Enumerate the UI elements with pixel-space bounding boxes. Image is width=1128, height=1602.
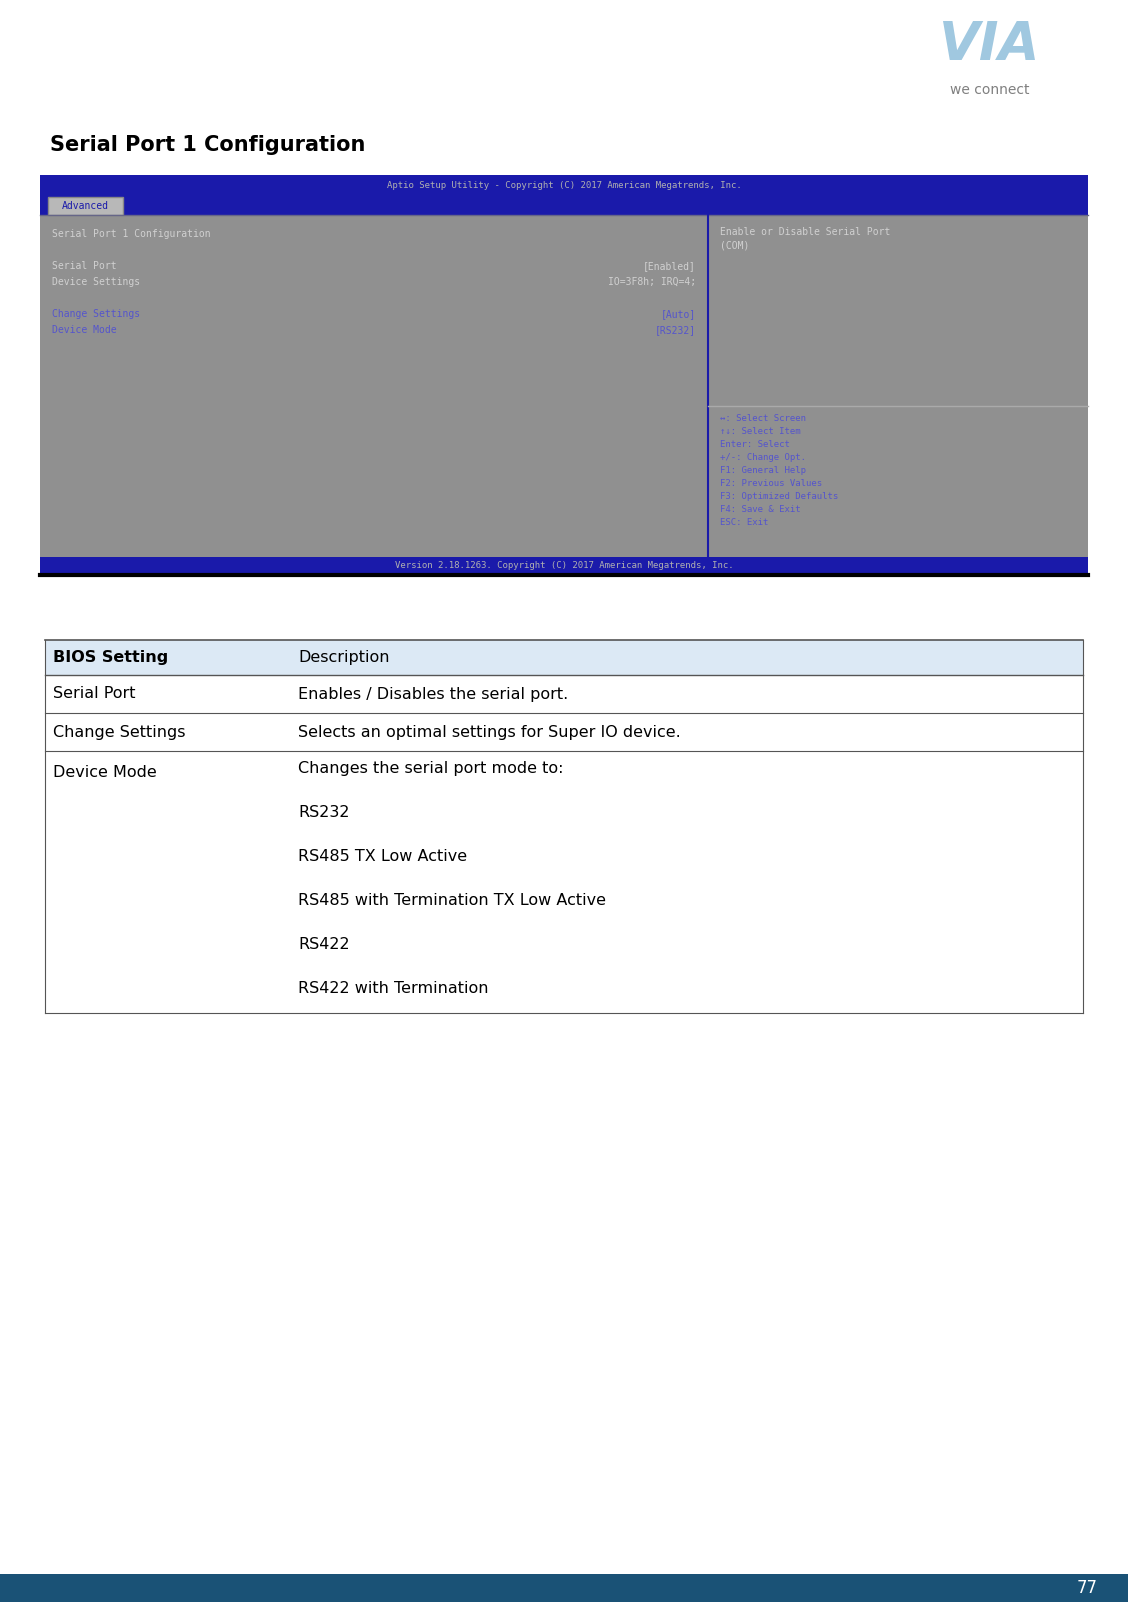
Text: Serial Port 1 Configuration: Serial Port 1 Configuration [52,229,211,239]
Bar [39,175,1089,197]
Text: [Enabled]: [Enabled] [643,261,696,271]
Bar [39,215,1089,557]
Text: RS485 with Termination TX Low Active: RS485 with Termination TX Low Active [298,892,606,908]
Text: Enables / Disables the serial port.: Enables / Disables the serial port. [298,687,569,702]
Text: VIA: VIA [940,19,1041,70]
Bar [49,197,123,215]
Text: F3: Optimized Defaults: F3: Optimized Defaults [720,492,838,501]
Text: Changes the serial port mode to:: Changes the serial port mode to: [298,761,564,775]
Text: RS485 TX Low Active: RS485 TX Low Active [298,849,467,863]
Text: RS422: RS422 [298,937,350,952]
Text: Serial Port 1 Configuration: Serial Port 1 Configuration [50,135,365,155]
Text: ↑↓: Select Item: ↑↓: Select Item [720,428,801,436]
Text: BIOS Setting: BIOS Setting [53,650,168,665]
Bar [45,641,1083,674]
Text: ↔: Select Screen: ↔: Select Screen [720,413,807,423]
Text: [Auto]: [Auto] [661,309,696,319]
Text: Device Settings: Device Settings [52,277,140,287]
Text: we connect: we connect [950,83,1030,98]
Text: Serial Port: Serial Port [53,687,135,702]
Text: RS232: RS232 [298,804,350,820]
Bar [39,557,1089,575]
Bar [39,197,1089,215]
Text: Selects an optimal settings for Super IO device.: Selects an optimal settings for Super IO… [298,724,681,740]
Text: Advanced: Advanced [62,200,109,211]
Text: RS422 with Termination: RS422 with Termination [298,980,488,996]
Text: Device Mode: Device Mode [53,766,157,780]
Bar [39,175,1089,575]
Text: F1: General Help: F1: General Help [720,466,807,476]
Text: Version 2.18.1263. Copyright (C) 2017 American Megatrends, Inc.: Version 2.18.1263. Copyright (C) 2017 Am… [395,561,733,570]
Text: Enter: Select: Enter: Select [720,441,790,449]
Text: 77: 77 [1077,1580,1098,1597]
Text: [RS232]: [RS232] [655,325,696,335]
Text: F2: Previous Values: F2: Previous Values [720,479,822,489]
Text: Serial Port: Serial Port [52,261,116,271]
Text: +/-: Change Opt.: +/-: Change Opt. [720,453,807,461]
Text: F4: Save & Exit: F4: Save & Exit [720,505,801,514]
Text: IO=3F8h; IRQ=4;: IO=3F8h; IRQ=4; [608,277,696,287]
Text: Device Mode: Device Mode [52,325,116,335]
Text: Change Settings: Change Settings [52,309,140,319]
Text: Change Settings: Change Settings [53,724,185,740]
Text: ESC: Exit: ESC: Exit [720,517,768,527]
Text: Description: Description [298,650,389,665]
Text: Enable or Disable Serial Port
(COM): Enable or Disable Serial Port (COM) [720,227,890,252]
Bar [0,1575,1128,1602]
Text: Aptio Setup Utility - Copyright (C) 2017 American Megatrends, Inc.: Aptio Setup Utility - Copyright (C) 2017… [387,181,741,191]
